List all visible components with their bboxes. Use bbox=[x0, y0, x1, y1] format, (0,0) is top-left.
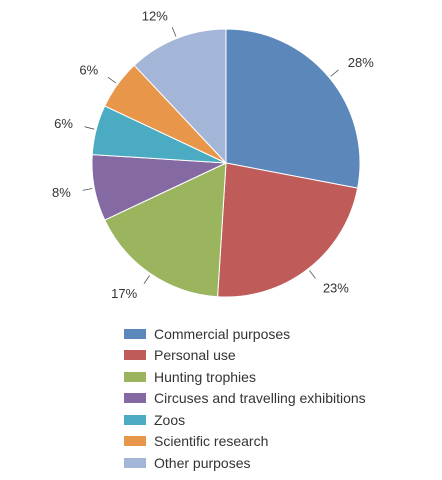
legend-swatch bbox=[124, 457, 146, 468]
legend-item-circuses-and-travelling-exhibitions: Circuses and travelling exhibitions bbox=[124, 388, 366, 410]
pie-label-commercial-purposes: 28% bbox=[348, 55, 374, 70]
leader-line-circuses-and-travelling-exhibitions bbox=[82, 188, 93, 191]
legend-item-personal-use: Personal use bbox=[124, 345, 366, 367]
pie-slice-commercial-purposes bbox=[225, 28, 361, 189]
legend-item-other-purposes: Other purposes bbox=[124, 452, 366, 474]
leader-line-other-purposes bbox=[171, 27, 177, 37]
legend-swatch bbox=[124, 393, 146, 404]
legend-label: Scientific research bbox=[154, 433, 269, 450]
pie-slice-personal-use bbox=[217, 162, 359, 298]
legend-label: Circuses and travelling exhibitions bbox=[154, 390, 366, 407]
pie-slices bbox=[91, 28, 361, 298]
legend-swatch bbox=[124, 350, 146, 361]
legend-label: Commercial purposes bbox=[154, 325, 291, 342]
pie-slice-other-purposes bbox=[133, 28, 227, 165]
leader-line-commercial-purposes bbox=[330, 69, 339, 77]
pie-label-personal-use: 23% bbox=[323, 280, 349, 295]
legend-swatch bbox=[124, 371, 146, 382]
leader-line-scientific-research bbox=[107, 76, 117, 84]
leader-lines bbox=[82, 27, 339, 284]
pie-chart: 28% 23% 17% 8% 6% 6% 12% bbox=[52, 9, 374, 302]
pie-label-scientific-research: 6% bbox=[79, 63, 98, 78]
pie-label-hunting-trophies: 17% bbox=[111, 286, 137, 301]
legend-label: Zoos bbox=[154, 411, 186, 428]
legend-item-commercial-purposes: Commercial purposes bbox=[124, 323, 366, 345]
legend-label: Personal use bbox=[154, 347, 236, 364]
legend-swatch bbox=[124, 414, 146, 425]
pie-label-circuses-and-travelling-exhibitions: 8% bbox=[52, 185, 71, 200]
pie-slice-hunting-trophies bbox=[104, 162, 227, 298]
legend-item-hunting-trophies: Hunting trophies bbox=[124, 366, 366, 388]
pie-label-other-purposes: 12% bbox=[142, 9, 168, 24]
legend-item-zoos: Zoos bbox=[124, 409, 366, 431]
legend-swatch bbox=[124, 436, 146, 447]
legend-label: Other purposes bbox=[154, 454, 251, 471]
leader-line-personal-use bbox=[309, 270, 316, 279]
leader-line-zoos bbox=[84, 126, 95, 130]
pie-label-zoos: 6% bbox=[54, 116, 73, 131]
legend-label: Hunting trophies bbox=[154, 368, 256, 385]
legend: Commercial purposes Personal use Hunting t… bbox=[124, 323, 366, 474]
legend-item-scientific-research: Scientific research bbox=[124, 431, 366, 453]
legend-swatch bbox=[124, 328, 146, 339]
leader-line-hunting-trophies bbox=[143, 275, 150, 284]
pie-value-labels: 28% 23% 17% 8% 6% 6% 12% bbox=[52, 9, 374, 302]
